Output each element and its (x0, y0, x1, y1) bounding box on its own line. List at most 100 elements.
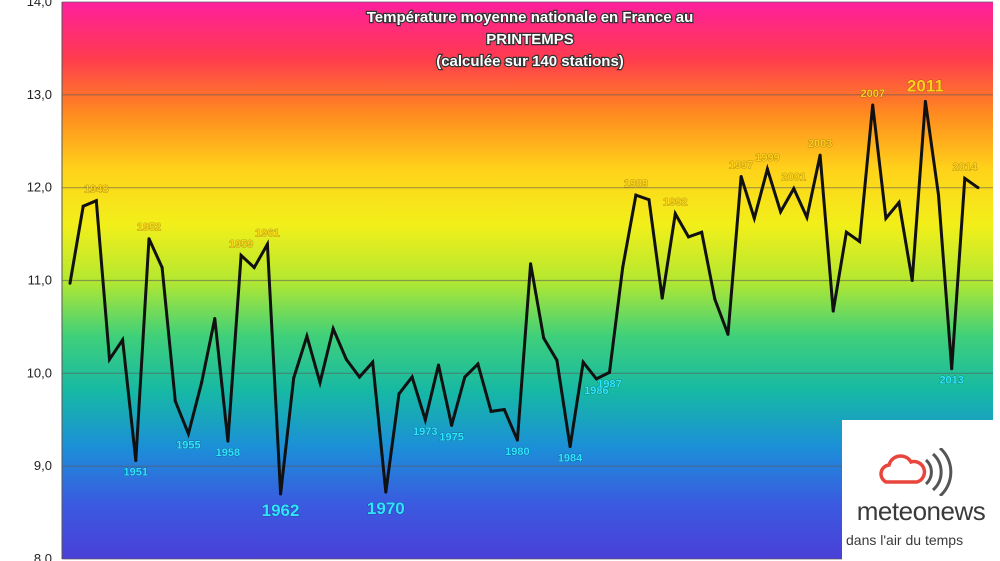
data-point (581, 360, 585, 364)
data-point (476, 362, 480, 366)
data-point (68, 281, 72, 285)
data-point (279, 492, 283, 496)
year-label: 2001 (782, 172, 806, 184)
year-label: 1980 (505, 446, 529, 458)
data-point (331, 327, 335, 331)
year-label: 1989 (624, 178, 648, 190)
data-point (739, 175, 743, 179)
data-point (805, 215, 809, 219)
data-point (94, 199, 98, 203)
logo-wordmark: meteonews (856, 496, 986, 526)
y-axis-ticks: 8,0 9,0 10,0 11,0 12,0 13,0 14,0 (27, 0, 52, 561)
year-label: 1962 (262, 501, 300, 520)
data-point (107, 357, 111, 361)
year-label: 1975 (439, 431, 463, 443)
data-point (292, 376, 296, 380)
data-point (897, 201, 901, 205)
data-point (515, 438, 519, 442)
chart-title-line: Température moyenne nationale en France … (367, 9, 693, 26)
year-label: 1951 (124, 467, 148, 479)
data-point (594, 377, 598, 381)
year-label: 2013 (939, 375, 963, 387)
data-point (937, 193, 941, 197)
data-point (239, 253, 243, 257)
data-points (68, 99, 980, 496)
year-label: 1955 (176, 440, 200, 452)
data-point (647, 198, 651, 202)
data-point (265, 242, 269, 246)
data-point (923, 99, 927, 103)
data-point (134, 459, 138, 463)
y-tick-label: 11,0 (28, 273, 52, 288)
data-point (634, 193, 638, 197)
data-point (423, 418, 427, 422)
data-point (884, 216, 888, 220)
y-tick-label: 14,0 (27, 0, 52, 9)
year-label: 2014 (953, 161, 978, 173)
data-point (450, 423, 454, 427)
data-point (963, 176, 967, 180)
data-point (463, 375, 467, 379)
data-point (976, 186, 980, 190)
data-point (160, 266, 164, 270)
y-tick-label: 9,0 (34, 458, 52, 473)
y-tick-label: 13,0 (27, 87, 52, 102)
data-point (568, 445, 572, 449)
year-label: 1959 (229, 238, 253, 250)
year-label: 1973 (413, 426, 437, 438)
year-label: 1970 (367, 499, 405, 518)
data-point (384, 490, 388, 494)
data-point (358, 375, 362, 379)
year-label: 1997 (729, 160, 753, 172)
year-label: 1986 (584, 385, 608, 397)
data-point (410, 375, 414, 379)
data-point (147, 237, 151, 241)
cloud-wave-icon (879, 448, 953, 496)
data-point (792, 187, 796, 191)
chart-title: Température moyenne nationale en France … (366, 8, 695, 71)
data-point (871, 103, 875, 107)
year-label: 1984 (558, 453, 583, 465)
data-point (213, 317, 217, 321)
data-point (608, 370, 612, 374)
data-point (502, 408, 506, 412)
year-label: 2011 (907, 76, 944, 95)
data-point (173, 399, 177, 403)
data-point (555, 358, 559, 362)
data-point (686, 235, 690, 239)
chart-title-line: PRINTEMPS (486, 31, 574, 48)
data-point (910, 279, 914, 282)
series-line-temperature (68, 101, 979, 495)
chart-title-line: (calculée sur 140 stations) (436, 53, 624, 70)
data-point (542, 336, 546, 340)
data-point (844, 230, 848, 234)
data-point (371, 360, 375, 364)
logo-tagline: dans l'air du temps (846, 532, 964, 548)
year-label: 1948 (84, 184, 108, 196)
data-point (305, 334, 309, 338)
meteonews-logo: meteonews dans l'air du temps (842, 420, 1000, 561)
data-point (858, 240, 862, 244)
year-label: 2003 (808, 138, 832, 150)
data-point (318, 381, 322, 385)
year-label: 2007 (860, 88, 884, 100)
data-point (200, 381, 204, 385)
data-point (121, 338, 125, 342)
data-point (186, 432, 190, 436)
year-label: 1992 (663, 197, 687, 209)
y-tick-label: 8,0 (34, 551, 52, 561)
data-point (226, 439, 230, 443)
data-point (950, 367, 954, 371)
data-point (621, 266, 625, 270)
data-point (660, 296, 664, 300)
data-point (779, 210, 783, 214)
data-point (713, 297, 717, 301)
y-tick-label: 12,0 (27, 180, 52, 195)
data-point (252, 266, 256, 270)
year-label: 1987 (597, 378, 621, 390)
data-point (81, 204, 85, 208)
y-tick-label: 10,0 (27, 365, 52, 380)
